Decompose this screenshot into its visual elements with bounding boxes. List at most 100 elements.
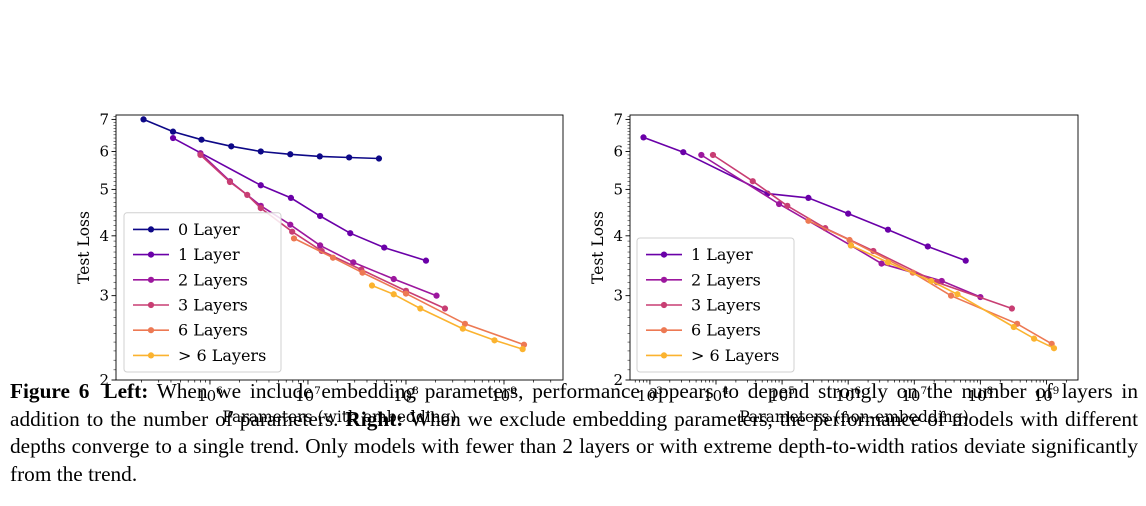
legend-label: > 6 Layers xyxy=(691,346,779,365)
data-point xyxy=(884,259,892,266)
caption-right-text: When we exclude embedding parameters, th… xyxy=(10,406,1138,486)
data-point xyxy=(287,221,294,228)
data-point xyxy=(289,228,296,235)
legend-label: 2 Layers xyxy=(178,270,248,289)
data-point xyxy=(198,136,205,143)
data-point xyxy=(316,153,323,160)
legend-swatch-marker xyxy=(660,251,668,258)
data-point xyxy=(350,259,357,266)
series-line xyxy=(371,284,523,350)
data-point xyxy=(640,134,647,141)
figure-caption: Figure 6 Left: When we include embedding … xyxy=(10,378,1138,488)
x-tick-label: 103 xyxy=(637,385,663,405)
legend-label: > 6 Layers xyxy=(178,346,266,365)
x-axis-label: Parameters (with embedding) xyxy=(222,408,456,426)
data-point xyxy=(417,305,424,312)
series-line xyxy=(293,237,525,346)
data-point xyxy=(1008,305,1016,312)
data-point xyxy=(878,260,885,267)
series-6-layers xyxy=(805,217,1055,347)
data-point xyxy=(346,154,353,161)
legend-swatch-marker xyxy=(147,352,155,359)
data-point xyxy=(402,290,410,297)
x-tick-label: 109 xyxy=(1034,385,1060,405)
plot-frame xyxy=(115,114,564,381)
data-point xyxy=(140,116,147,123)
series-1-layer xyxy=(169,134,430,264)
data-point xyxy=(680,149,687,156)
data-point xyxy=(359,269,366,276)
data-point xyxy=(244,191,251,198)
legend-label: 2 Layers xyxy=(691,270,761,289)
data-point xyxy=(433,292,440,299)
right-chart: 103 104 105 106 107 108 109 2 3 4 5 6 7 Parameters (n… xyxy=(589,110,1079,426)
y-tick-label: 5 xyxy=(99,180,109,198)
data-point xyxy=(775,200,783,208)
data-point xyxy=(197,151,204,159)
series-line xyxy=(808,220,1053,345)
data-point xyxy=(441,305,449,312)
data-point xyxy=(847,242,855,249)
data-point xyxy=(287,151,294,158)
data-point xyxy=(1050,345,1058,352)
x-tick-label: 109 xyxy=(491,385,517,405)
data-point xyxy=(846,236,853,244)
legend-swatch-marker xyxy=(147,301,155,309)
x-tick-label: 104 xyxy=(703,385,729,405)
caption-right-label: Right: xyxy=(345,406,404,431)
y-tick-label: 3 xyxy=(613,287,623,305)
data-point xyxy=(947,292,955,299)
legend-swatch-marker xyxy=(147,276,155,283)
data-point xyxy=(1030,335,1038,342)
data-point xyxy=(461,320,469,327)
legend-swatch-marker xyxy=(660,352,668,359)
legend: 1 Layer 2 Layers 3 Layers 6 Layers > 6 Layer… xyxy=(636,237,795,373)
y-axis-label: Test Loss xyxy=(75,211,93,284)
data-point xyxy=(698,151,705,159)
y-tick-label: 7 xyxy=(613,110,623,128)
data-point xyxy=(805,194,812,201)
y-tick-label: 2 xyxy=(613,371,623,389)
data-point xyxy=(749,178,756,185)
data-point xyxy=(390,275,397,283)
x-tick-label: 105 xyxy=(769,385,795,405)
y-tick-label: 6 xyxy=(613,142,623,160)
series-line xyxy=(643,136,966,262)
x-tick-label: 106 xyxy=(197,385,223,405)
data-point xyxy=(290,235,298,242)
x-axis-label: Parameters (non-embedding) xyxy=(739,408,969,426)
y-tick-label: 5 xyxy=(613,180,623,198)
legend-label: 3 Layers xyxy=(178,296,248,315)
series-6-layers xyxy=(847,242,1058,352)
data-point xyxy=(884,226,892,233)
data-point xyxy=(962,257,969,264)
y-tick-label: 6 xyxy=(99,142,109,160)
data-point xyxy=(928,277,935,285)
y-tick-label: 7 xyxy=(99,110,109,128)
data-point xyxy=(317,212,324,220)
caption-left-label: Left: xyxy=(103,379,149,403)
x-tick-label: 107 xyxy=(901,385,927,405)
data-point xyxy=(257,205,264,212)
data-point xyxy=(257,182,264,189)
legend-label: 3 Layers xyxy=(691,296,761,315)
series-line xyxy=(700,154,981,298)
data-point xyxy=(347,230,354,237)
data-point xyxy=(845,210,852,217)
data-point xyxy=(169,128,177,135)
data-point xyxy=(390,291,397,298)
x-tick-label: 106 xyxy=(835,385,861,405)
legend-label: 1 Layer xyxy=(178,245,240,264)
data-point xyxy=(329,254,337,261)
legend-swatch-marker xyxy=(660,301,668,309)
series-0-layer xyxy=(140,116,383,162)
data-point xyxy=(784,202,791,209)
data-point xyxy=(375,155,383,162)
legend-box xyxy=(636,237,795,373)
data-point xyxy=(1010,323,1017,331)
caption-label: Figure 6 xyxy=(10,379,90,403)
data-point xyxy=(226,178,234,186)
data-point xyxy=(317,242,324,249)
legend-box xyxy=(123,212,282,373)
